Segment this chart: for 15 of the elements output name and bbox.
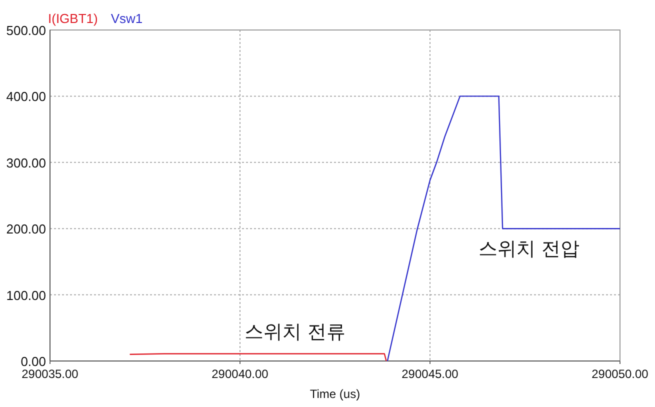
annotation: 스위치 전류 [244, 320, 346, 343]
annotation: 스위치 전압 [478, 238, 580, 260]
y-tick-label: 100.00 [6, 288, 46, 303]
text: Vsw1 [110, 11, 143, 26]
x-tick-label: 290040.00 [212, 367, 269, 381]
x-tick-label: 290035.00 [22, 367, 79, 381]
x-tick-label: 290050.00 [592, 367, 649, 381]
x-tick-label: 290045.00 [402, 367, 459, 381]
x-axis-title: Time (us) [310, 387, 360, 401]
y-tick-label: 300.00 [6, 155, 46, 170]
y-tick-label: 500.00 [6, 23, 46, 38]
y-tick-label: 200.00 [6, 222, 46, 237]
text: I(IGBT1) [48, 11, 98, 26]
y-tick-label: 400.00 [6, 89, 46, 104]
y-tick-label: 0.00 [20, 354, 46, 369]
